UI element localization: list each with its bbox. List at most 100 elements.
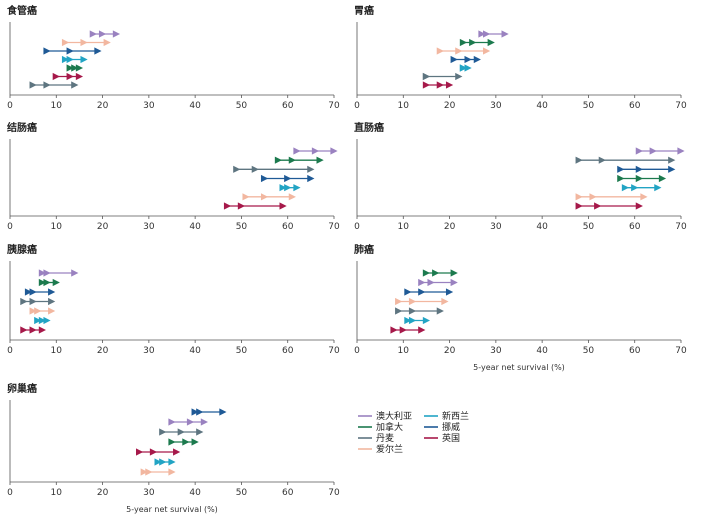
survival-marker [649,147,657,155]
survival-marker [445,81,454,89]
survival-marker [404,288,412,296]
survival-marker [635,147,643,155]
survival-marker [589,193,597,201]
x-tick-label: 10 [398,222,410,232]
panel-1: 食管癌 0 10 20 30 40 50 60 70 [6,4,340,111]
series-row [24,288,56,296]
survival-marker [136,448,144,456]
survival-marker [575,202,583,210]
series-row [293,147,338,155]
x-tick-label: 40 [536,222,548,232]
survival-marker [48,288,56,296]
x-tick-label: 70 [328,488,340,498]
survival-marker [71,269,79,277]
survival-marker [260,174,269,183]
survival-marker [43,269,51,277]
survival-marker [237,202,246,210]
survival-marker [29,297,37,306]
survival-marker [427,278,435,287]
survival-marker [43,316,51,325]
survival-marker [48,297,56,306]
survival-marker [422,269,431,277]
x-tick-label: 50 [583,222,595,232]
survival-marker [408,297,417,306]
x-tick-label: 40 [189,346,201,356]
survival-marker [145,468,153,476]
survival-marker [168,418,176,426]
series-row [89,30,121,38]
x-tick-label: 40 [189,101,201,111]
survival-marker [80,38,88,47]
survival-marker [219,408,227,416]
survival-marker [575,156,583,164]
survival-marker [168,458,176,466]
survival-marker [307,174,315,183]
series-row [20,326,46,334]
survival-marker [66,47,74,55]
survival-marker [48,307,56,315]
series-row [38,269,79,277]
series-row [436,47,491,55]
survival-marker [469,38,477,47]
survival-marker [66,72,74,81]
series-row [260,174,315,183]
x-tick-label: 50 [236,488,248,498]
survival-marker [455,47,463,55]
survival-marker [284,184,292,192]
x-tick-label: 40 [189,222,201,232]
survival-marker [20,297,28,306]
survival-marker [38,278,46,287]
survival-marker [293,184,301,192]
series-row [395,307,444,315]
x-tick-label: 20 [444,101,456,111]
x-tick-label: 0 [7,346,13,356]
survival-marker [654,184,662,192]
x-tick-label: 70 [328,101,340,111]
survival-marker [242,193,250,201]
survival-marker [501,30,509,38]
survival-marker [640,193,648,201]
survival-marker [168,468,176,476]
x-tick-label: 20 [97,222,109,232]
series-row [242,193,296,201]
survival-marker [445,288,454,296]
x-tick-label: 50 [236,101,248,111]
panel-title: 胰腺癌 [7,243,37,256]
survival-marker [94,47,102,55]
x-tick-label: 0 [354,222,360,232]
survival-marker [98,30,107,38]
legend-label: 澳大利亚 [376,410,412,422]
series-row [233,165,315,173]
survival-marker [260,193,269,201]
survival-marker [75,72,84,81]
survival-marker [390,326,398,334]
x-tick-label: 10 [51,222,63,232]
survival-marker [594,202,602,210]
series-row [168,418,208,426]
survival-marker [34,316,42,325]
x-tick-label: 60 [629,346,641,356]
panel-title: 肺癌 [354,243,374,256]
x-tick-label: 50 [583,346,595,356]
panel-title: 食管癌 [6,4,37,17]
x-tick-label: 30 [490,101,502,111]
survival-marker [464,64,472,72]
survival-marker [233,165,241,173]
series-row [52,72,84,81]
survival-marker [575,193,583,201]
series-row [136,448,181,456]
panel-2: 胃癌 0 10 20 30 40 50 60 70 [354,4,687,111]
survival-marker [408,316,417,325]
survival-marker [61,38,70,47]
x-tick-label: 0 [354,346,360,356]
survival-marker [316,156,324,164]
survival-marker [459,38,468,47]
panel-title: 卵巢癌 [7,382,37,395]
series-row [575,156,676,164]
survival-marker [38,269,46,277]
survival-marker [71,64,79,72]
survival-marker [330,147,338,155]
survival-marker [29,326,37,334]
survival-marker [432,269,440,277]
